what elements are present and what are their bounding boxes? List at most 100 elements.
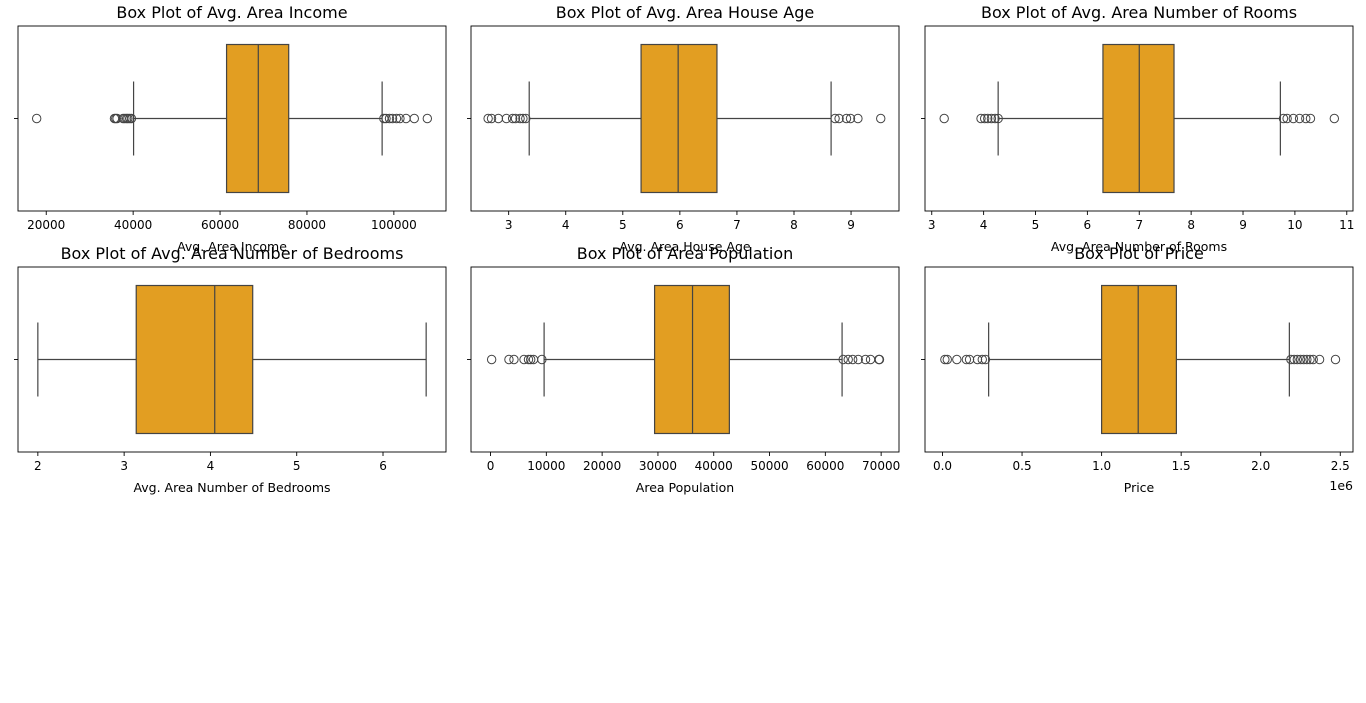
outlier-point — [486, 354, 497, 365]
x-axis-label: Price — [1124, 480, 1155, 495]
x-tick-label: 50000 — [750, 459, 788, 473]
chart-panel-3: Box Plot of Avg. Area Number of Rooms 3 4 5… — [921, 3, 1354, 254]
chart-panel-5: Box Plot of Area Population 0 10000 20000 30… — [467, 244, 900, 495]
x-tick-label: 40000 — [114, 218, 152, 232]
outlier-point — [980, 354, 991, 365]
x-tick-label: 0.5 — [1013, 459, 1032, 473]
outlier-point — [876, 113, 886, 124]
x-tick-label: 3 — [505, 218, 513, 232]
x-axis-label: Area Population — [636, 480, 734, 495]
chart-panel-1: Box Plot of Avg. Area Income 20000 40000 60… — [14, 3, 447, 254]
outlier-point — [537, 354, 547, 365]
x-tick-label: 1.5 — [1172, 459, 1191, 473]
outlier-point — [1330, 354, 1341, 365]
x-tick-label: 100000 — [371, 218, 417, 232]
outlier-point — [1282, 113, 1292, 124]
outlier-point — [504, 354, 514, 365]
outlier-point — [384, 113, 395, 124]
chart-title: Box Plot of Avg. Area Number of Bedrooms — [61, 244, 404, 263]
x-tick-label: 60000 — [806, 459, 844, 473]
x-axis-label: Avg. Area House Age — [619, 239, 750, 254]
outlier-point — [952, 354, 962, 365]
outlier-point — [972, 354, 983, 365]
x-tick-label: 5 — [293, 459, 301, 473]
outlier-point — [409, 113, 419, 124]
outlier-point — [126, 113, 137, 124]
outlier-point — [1308, 354, 1318, 365]
x-tick-label: 10000 — [527, 459, 565, 473]
x-tick-label: 30000 — [639, 459, 677, 473]
outlier-point — [381, 113, 391, 124]
outlier-point — [510, 113, 521, 124]
chart-title: Box Plot of Avg. Area Income — [116, 3, 347, 22]
chart-title: Box Plot of Avg. Area House Age — [556, 3, 814, 22]
outlier-point — [961, 354, 972, 365]
iqr-box — [1101, 284, 1177, 435]
iqr-box — [225, 43, 290, 194]
chart-title: Box Plot of Avg. Area Number of Rooms — [981, 3, 1297, 22]
outlier-point — [387, 113, 398, 124]
x-tick-label: 2.5 — [1331, 459, 1350, 473]
outlier-point — [501, 113, 512, 124]
x-tick-label: 0.0 — [933, 459, 952, 473]
outlier-point — [1295, 354, 1306, 365]
x-tick-label: 4 — [562, 218, 570, 232]
outlier-point — [1289, 354, 1299, 365]
iqr-box — [640, 43, 718, 194]
x-axis-label: Avg. Area Number of Rooms — [1051, 239, 1227, 254]
x-tick-label: 8 — [1187, 218, 1195, 232]
outlier-point — [391, 113, 402, 124]
outlier-point — [983, 113, 993, 124]
x-tick-label: 5 — [619, 218, 627, 232]
chart-title: Box Plot of Area Population — [577, 244, 794, 263]
x-tick-label: 7 — [1135, 218, 1143, 232]
iqr-box — [1102, 43, 1175, 194]
x-tick-label: 10 — [1287, 218, 1302, 232]
outlier-point — [942, 354, 952, 365]
x-tick-label: 20000 — [583, 459, 621, 473]
outlier-point — [1302, 354, 1312, 365]
x-tick-label: 70000 — [862, 459, 900, 473]
chart-panel-4: Box Plot of Avg. Area Number of Bedrooms… — [14, 244, 447, 495]
x-tick-label: 6 — [1084, 218, 1092, 232]
outlier-point — [526, 354, 536, 365]
outlier-point — [976, 113, 986, 124]
outlier-point — [993, 113, 1003, 124]
outlier-point — [979, 113, 990, 124]
outlier-point — [843, 354, 853, 365]
outlier-point — [1305, 113, 1316, 124]
x-tick-label: 2 — [34, 459, 42, 473]
outlier-point — [834, 113, 844, 124]
x-axis-label: Avg. Area Income — [177, 239, 287, 254]
outlier-point — [523, 354, 534, 365]
x-tick-label: 9 — [847, 218, 855, 232]
outlier-point — [1278, 113, 1289, 124]
outlier-point — [860, 354, 871, 365]
outlier-point — [853, 354, 863, 365]
x-axis-label: Avg. Area Number of Bedrooms — [133, 480, 330, 495]
outlier-point — [1305, 354, 1315, 365]
outlier-point — [865, 354, 876, 365]
x-tick-label: 1.0 — [1092, 459, 1111, 473]
x-tick-label: 80000 — [288, 218, 326, 232]
outlier-point — [874, 354, 885, 365]
outlier-point — [507, 113, 518, 124]
x-tick-label: 4 — [980, 218, 988, 232]
chart-panel-6: Box Plot of Price 0.0 0.5 1.0 1.5 2.0 2.5 Price… — [921, 244, 1354, 495]
outlier-point — [395, 113, 405, 124]
outlier-point — [1329, 113, 1340, 124]
outlier-point — [990, 113, 1000, 124]
outlier-point — [838, 354, 848, 365]
outlier-point — [845, 113, 856, 124]
outlier-point — [1298, 354, 1309, 365]
outlier-point — [509, 354, 519, 365]
x-tick-label: 8 — [790, 218, 798, 232]
outlier-point — [112, 113, 122, 124]
x-tick-label: 0 — [487, 459, 495, 473]
x-tick-label: 20000 — [27, 218, 65, 232]
outlier-point — [422, 113, 433, 124]
x-tick-label: 6 — [379, 459, 387, 473]
x-tick-label: 4 — [207, 459, 215, 473]
outlier-point — [483, 113, 493, 124]
